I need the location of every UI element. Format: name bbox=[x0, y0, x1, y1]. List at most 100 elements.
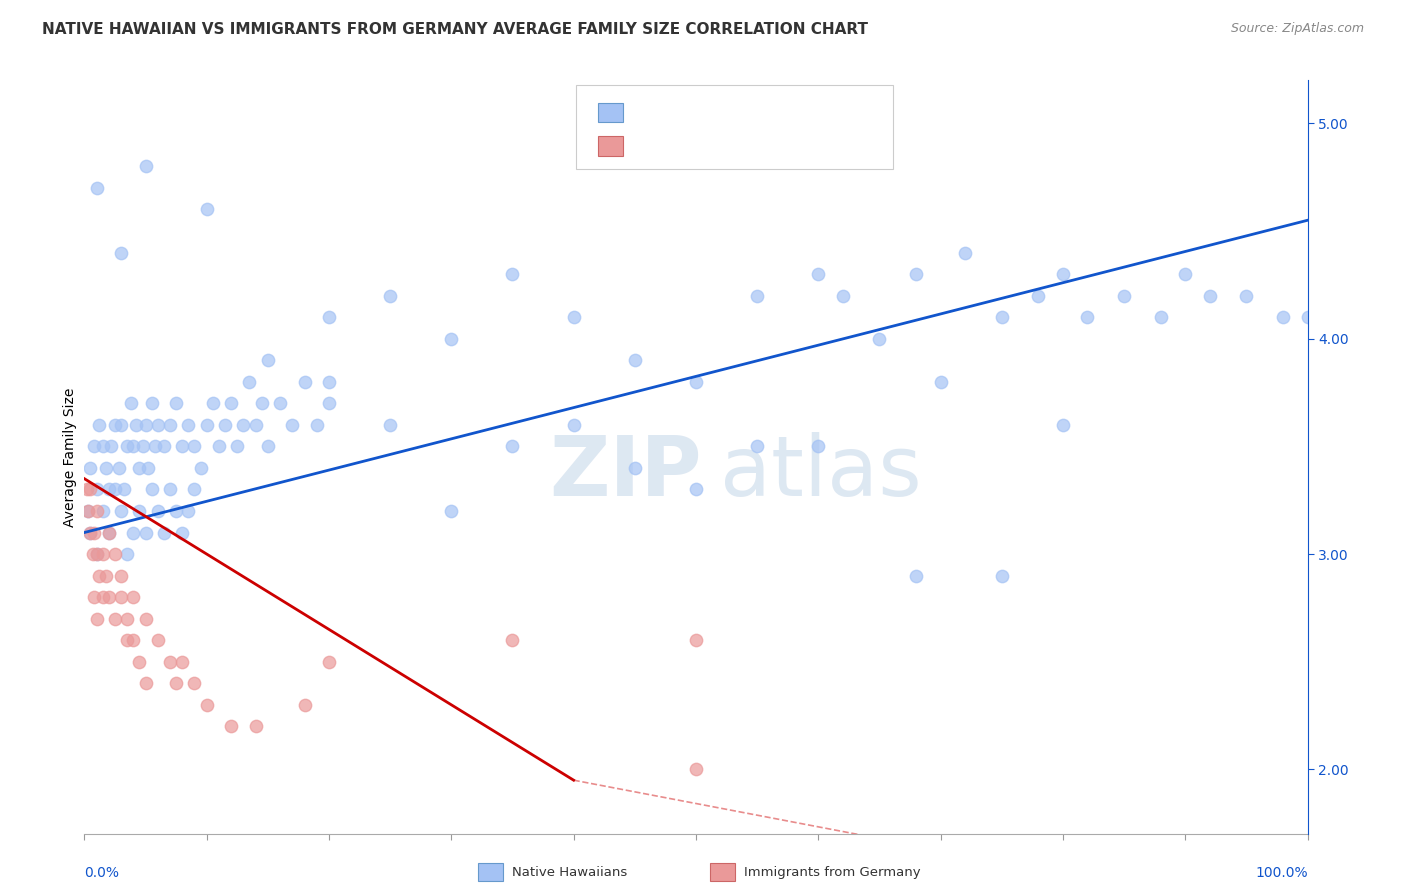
Point bbox=[685, 483, 707, 497]
Point bbox=[86, 547, 108, 561]
Point bbox=[214, 417, 236, 432]
Point bbox=[318, 310, 340, 325]
Point bbox=[82, 547, 104, 561]
Point bbox=[245, 417, 267, 432]
Point bbox=[97, 525, 120, 540]
Point bbox=[122, 590, 145, 604]
Point bbox=[1174, 267, 1197, 281]
Point bbox=[115, 547, 138, 561]
Text: 100.0%: 100.0% bbox=[1256, 866, 1308, 880]
Point bbox=[172, 655, 194, 669]
Point bbox=[177, 417, 200, 432]
Point bbox=[83, 590, 105, 604]
Point bbox=[79, 525, 101, 540]
Point bbox=[685, 763, 707, 777]
Point bbox=[91, 439, 114, 453]
Point bbox=[195, 202, 218, 217]
Point bbox=[83, 525, 105, 540]
Point bbox=[502, 633, 524, 648]
Point bbox=[1198, 288, 1220, 302]
Point bbox=[257, 353, 280, 368]
Point bbox=[128, 655, 150, 669]
Point bbox=[79, 461, 101, 475]
Point bbox=[1076, 310, 1098, 325]
Point bbox=[318, 655, 340, 669]
Point bbox=[128, 504, 150, 518]
Point bbox=[135, 417, 157, 432]
Point bbox=[195, 417, 218, 432]
Point bbox=[159, 483, 181, 497]
Text: R =   0.531   N = 114: R = 0.531 N = 114 bbox=[634, 105, 825, 120]
Point bbox=[110, 504, 132, 518]
Point bbox=[183, 676, 205, 690]
Point bbox=[86, 483, 108, 497]
Point bbox=[685, 633, 707, 648]
Point bbox=[86, 612, 108, 626]
Point bbox=[281, 417, 304, 432]
Point bbox=[97, 590, 120, 604]
Point bbox=[87, 417, 110, 432]
Point bbox=[380, 288, 402, 302]
Point bbox=[172, 525, 194, 540]
Point bbox=[250, 396, 273, 410]
Point bbox=[190, 461, 212, 475]
Point bbox=[226, 439, 249, 453]
Point bbox=[115, 633, 138, 648]
Point bbox=[929, 375, 952, 389]
Point bbox=[104, 612, 127, 626]
Point bbox=[624, 461, 647, 475]
Point bbox=[305, 417, 328, 432]
Point bbox=[165, 676, 187, 690]
Point bbox=[143, 439, 166, 453]
Point bbox=[1150, 310, 1173, 325]
Point bbox=[183, 439, 205, 453]
Point bbox=[104, 417, 127, 432]
Point bbox=[112, 483, 135, 497]
Point bbox=[562, 417, 585, 432]
Point bbox=[294, 698, 316, 712]
Point bbox=[91, 590, 114, 604]
Point bbox=[831, 288, 853, 302]
Point bbox=[128, 461, 150, 475]
Point bbox=[141, 483, 163, 497]
Point bbox=[115, 612, 138, 626]
Point bbox=[502, 439, 524, 453]
Point bbox=[238, 375, 260, 389]
Point bbox=[1028, 288, 1050, 302]
Point bbox=[141, 396, 163, 410]
Point bbox=[380, 417, 402, 432]
Point bbox=[122, 633, 145, 648]
Point bbox=[120, 396, 142, 410]
Point bbox=[122, 525, 145, 540]
Point bbox=[440, 332, 463, 346]
Point bbox=[502, 267, 524, 281]
Point bbox=[104, 483, 127, 497]
Point bbox=[991, 310, 1014, 325]
Point bbox=[97, 525, 120, 540]
Point bbox=[146, 633, 169, 648]
Point bbox=[86, 504, 108, 518]
Point bbox=[135, 160, 157, 174]
Point bbox=[1236, 288, 1258, 302]
Point bbox=[177, 504, 200, 518]
Point bbox=[1052, 417, 1074, 432]
Point bbox=[269, 396, 291, 410]
Point bbox=[104, 547, 127, 561]
Point bbox=[440, 504, 463, 518]
Point bbox=[100, 439, 122, 453]
Y-axis label: Average Family Size: Average Family Size bbox=[63, 387, 77, 527]
Point bbox=[135, 525, 157, 540]
Point bbox=[195, 698, 218, 712]
Point bbox=[135, 676, 157, 690]
Text: ZIP: ZIP bbox=[550, 432, 702, 513]
Point bbox=[135, 612, 157, 626]
Text: Source: ZipAtlas.com: Source: ZipAtlas.com bbox=[1230, 22, 1364, 36]
Point bbox=[110, 590, 132, 604]
Point bbox=[91, 504, 114, 518]
Point bbox=[86, 547, 108, 561]
Point bbox=[219, 396, 242, 410]
Point bbox=[110, 568, 132, 582]
Point bbox=[562, 310, 585, 325]
Point bbox=[208, 439, 231, 453]
Text: atlas: atlas bbox=[720, 432, 922, 513]
